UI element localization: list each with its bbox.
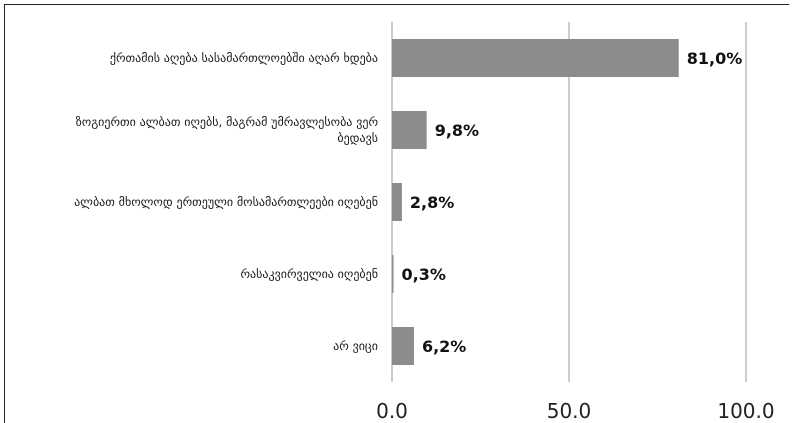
category-label-3: რასაკვირველია იღებენ: [241, 267, 379, 281]
value-label-3: 0,3%: [402, 265, 446, 284]
value-label-4: 6,2%: [422, 337, 466, 356]
category-label-1-line-1: ბედავს: [337, 131, 378, 145]
value-label-2: 2,8%: [410, 193, 454, 212]
x-tick-label-2: 100.0: [717, 399, 774, 423]
bar-3: [392, 255, 394, 293]
category-label-4: არ ვიცი: [333, 339, 378, 353]
bar-0: [392, 39, 679, 77]
category-label-0: ქრთამის აღება სასამართლოებში აღარ ხდება: [110, 51, 378, 65]
bar-4: [392, 327, 414, 365]
category-label-2: ალბათ მხოლოდ ერთეული მოსამართლეები იღებე…: [74, 195, 378, 209]
bar-1: [392, 111, 427, 149]
chart-frame-left-border: [4, 4, 5, 423]
value-label-0: 81,0%: [687, 49, 743, 68]
value-label-1: 9,8%: [435, 121, 479, 140]
chart-frame-top-border: [4, 4, 789, 5]
x-tick-label-0: 0.0: [376, 399, 408, 423]
category-label-1-line-0: ზოგიერთი ალბათ იღებს, მაგრამ უმრავლესობა…: [76, 115, 378, 129]
bar-2: [392, 183, 402, 221]
x-tick-label-1: 50.0: [547, 399, 592, 423]
